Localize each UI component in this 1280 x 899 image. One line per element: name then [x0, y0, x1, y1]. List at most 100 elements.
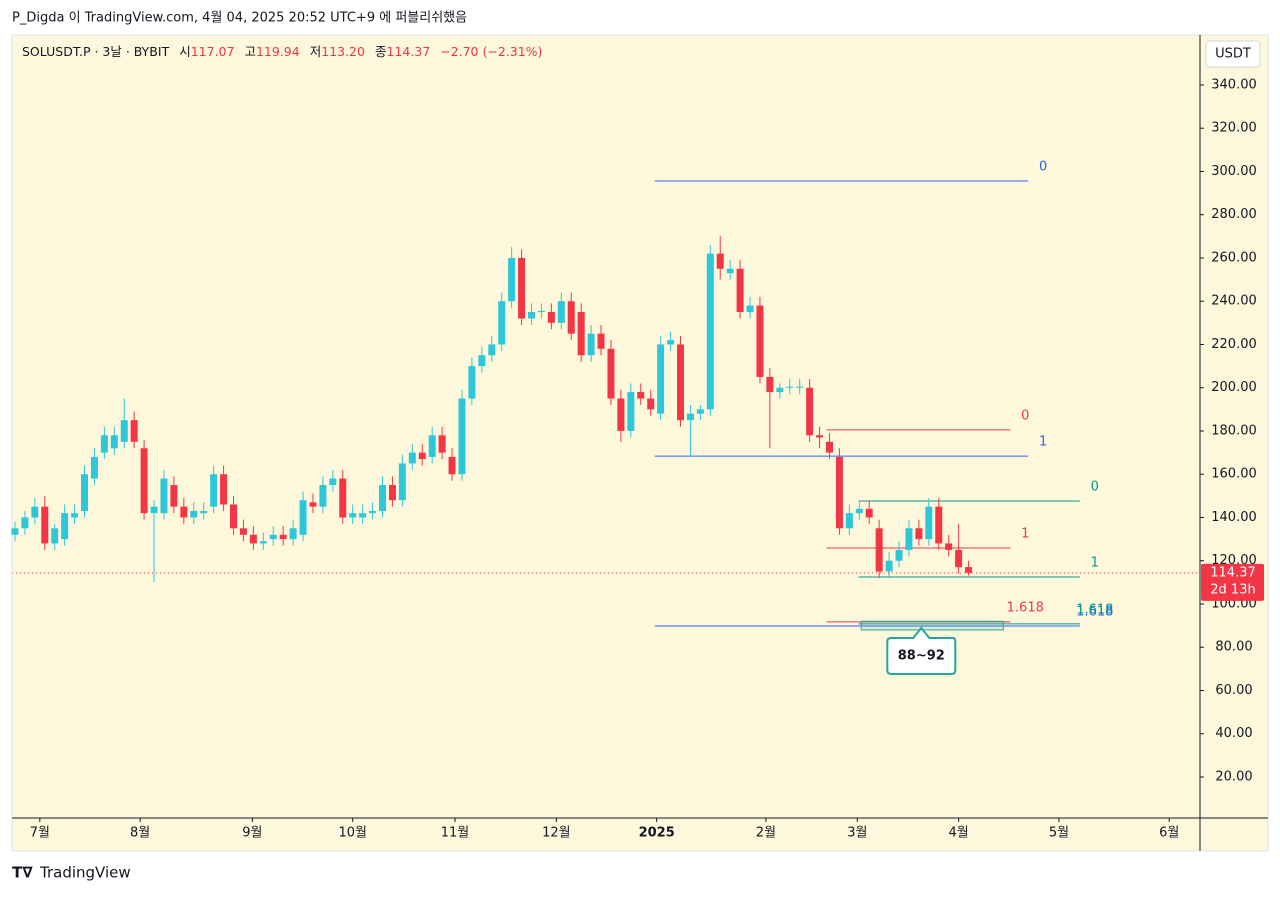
candle-body — [269, 534, 277, 540]
x-tick-label: 12월 — [542, 826, 571, 841]
candle-body — [667, 340, 675, 345]
candle-body — [458, 398, 466, 475]
candle-body — [518, 257, 526, 319]
candle-body — [239, 528, 247, 535]
candle-body — [647, 398, 655, 410]
candle-body — [706, 253, 714, 410]
publish-info: P_Digda 이 TradingView.com, 4월 04, 2025 2… — [12, 10, 467, 26]
candle-body — [339, 478, 347, 518]
open-value: 117.07 — [191, 44, 235, 59]
candle-body — [885, 560, 893, 572]
x-tick-label: 9월 — [242, 826, 262, 841]
close-label: 종 — [375, 44, 387, 59]
candle-body — [398, 463, 406, 501]
candle-body — [379, 485, 387, 511]
candle-body — [249, 534, 257, 544]
candle-body — [90, 456, 98, 479]
candle-body — [716, 253, 724, 269]
fib-label: 0 — [1091, 480, 1099, 495]
fib-label: 1.618 — [1076, 602, 1113, 617]
candle-body — [448, 456, 456, 475]
candle-body — [200, 510, 208, 514]
candle-body — [845, 513, 853, 529]
candle-body — [726, 268, 734, 274]
candle-body — [230, 504, 238, 529]
candle-body — [577, 312, 585, 356]
fib-label: 0 — [1021, 408, 1029, 423]
candle-body — [11, 528, 19, 535]
x-tick-label: 10월 — [338, 826, 367, 841]
change: −2.70 (−2.31%) — [440, 44, 542, 59]
candle-body — [100, 435, 108, 453]
fib-label: 0 — [1039, 159, 1047, 174]
candle-body — [686, 413, 694, 421]
candle-body — [915, 528, 923, 540]
y-tick-label: 40.00 — [1215, 726, 1252, 741]
candle-body — [895, 549, 903, 561]
candle-body — [468, 366, 476, 399]
y-tick-label: 160.00 — [1211, 467, 1257, 482]
last-price-label: 114.37 — [1210, 565, 1256, 580]
candle-body — [875, 528, 883, 572]
candle-body — [488, 344, 496, 356]
y-tick-label: 60.00 — [1215, 683, 1252, 698]
candle-body — [806, 387, 814, 436]
candle-body — [855, 508, 863, 514]
y-tick-label: 180.00 — [1211, 423, 1257, 438]
candle-body — [309, 502, 317, 507]
candle-body — [21, 517, 29, 529]
candle-body — [945, 543, 953, 550]
candle-body — [349, 513, 357, 518]
candle-body — [537, 310, 545, 313]
candle-body — [408, 452, 416, 464]
last-price-box — [1201, 563, 1264, 601]
candle-body — [180, 506, 188, 518]
x-tick-label: 7월 — [30, 826, 50, 841]
x-tick-label: 6월 — [1159, 826, 1179, 841]
candle-body — [418, 452, 426, 460]
candle-body — [796, 386, 804, 388]
candle-body — [508, 257, 516, 302]
fib-label: 1 — [1021, 526, 1029, 541]
candle-body — [528, 312, 536, 319]
symbol: SOLUSDT.P · 3날 · BYBIT — [22, 44, 170, 59]
candle-body — [547, 312, 555, 323]
x-tick-label: 2025 — [639, 826, 675, 841]
legend: SOLUSDT.P · 3날 · BYBIT 시117.07 고119.94 저… — [22, 44, 542, 59]
y-tick-label: 280.00 — [1211, 207, 1257, 222]
candle-body — [150, 506, 158, 514]
low-value: 113.20 — [321, 44, 365, 59]
logo-mark: T∇ — [12, 864, 33, 882]
close-value: 114.37 — [386, 44, 430, 59]
candle-body — [736, 268, 744, 313]
candle-body — [766, 376, 774, 393]
candle-body — [607, 348, 615, 399]
candle-body — [835, 456, 843, 529]
currency: USDT — [1215, 47, 1251, 62]
candle-body — [31, 506, 39, 518]
candle-body — [905, 528, 913, 550]
candle-body — [61, 513, 69, 540]
candle-body — [816, 435, 824, 438]
candle-body — [617, 398, 625, 431]
candle-body — [825, 441, 833, 453]
candle-body — [41, 506, 49, 544]
chart-background — [11, 34, 1269, 852]
callout-text: 88~92 — [898, 648, 945, 663]
candle-body — [190, 510, 198, 518]
candle-body — [359, 513, 367, 518]
candle-body — [438, 435, 446, 453]
candle-body — [369, 510, 377, 514]
y-tick-label: 300.00 — [1211, 164, 1257, 179]
candle-body — [160, 478, 168, 514]
candle-body — [428, 435, 436, 457]
x-tick-label: 8월 — [130, 826, 150, 841]
candle-body — [657, 344, 665, 414]
currency-box — [1205, 40, 1261, 68]
y-tick-label: 260.00 — [1211, 250, 1257, 265]
y-tick-label: 220.00 — [1211, 337, 1257, 352]
candle-body — [51, 528, 59, 544]
candle-body — [81, 474, 89, 511]
candle-body — [289, 528, 297, 540]
y-tick-label: 80.00 — [1215, 640, 1252, 655]
